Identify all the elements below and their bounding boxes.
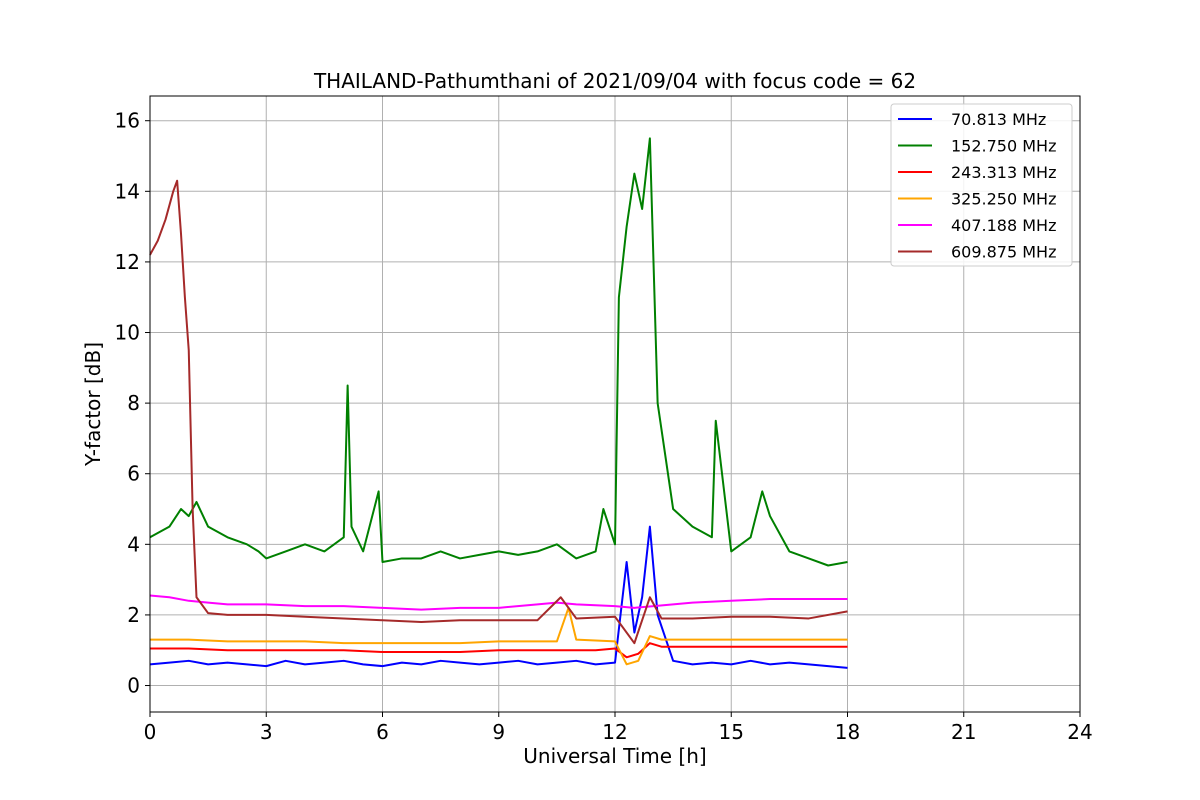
x-tick-label: 24 [1067,720,1092,744]
series-line-2 [149,137,848,567]
legend-label: 152.750 MHz [951,137,1056,156]
legend-label: 243.313 MHz [951,163,1056,182]
y-tick-label: 14 [115,179,140,203]
x-tick-label: 6 [376,720,389,744]
x-axis-label: Universal Time [h] [523,744,706,768]
legend-label: 407.188 MHz [951,216,1056,235]
y-tick-label: 2 [127,603,140,627]
y-tick-label: 16 [115,109,140,133]
legend-label: 325.250 MHz [951,190,1056,209]
x-tick-label: 15 [719,720,744,744]
x-tick-label: 3 [260,720,273,744]
series-lines [149,137,848,669]
chart-title: THAILAND-Pathumthani of 2021/09/04 with … [313,69,916,93]
series-line-4 [150,606,848,666]
series-line-1 [149,525,848,669]
y-tick-label: 12 [115,250,140,274]
x-tick-label: 12 [602,720,627,744]
legend-label: 70.813 MHz [951,110,1046,129]
y-tick-label: 6 [127,462,140,486]
x-tick-label: 21 [951,720,976,744]
series-line-5 [149,594,848,611]
y-tick-label: 0 [127,674,140,698]
y-tick-label: 8 [127,391,140,415]
x-tick-label: 0 [144,720,157,744]
y-tick-label: 10 [115,321,140,345]
y-tick-label: 4 [127,532,140,556]
legend-box [890,103,1073,267]
legend-label: 609.875 MHz [951,243,1056,262]
series-line-6 [149,179,848,645]
y-axis-label: Y-factor [dB] [81,342,105,467]
legend: 70.813 MHz 152.750 MHz 243.313 MHz 325.250 … [890,103,1073,267]
x-tick-label: 18 [835,720,860,744]
series-line-3 [150,642,848,659]
x-tick-label: 9 [492,720,505,744]
